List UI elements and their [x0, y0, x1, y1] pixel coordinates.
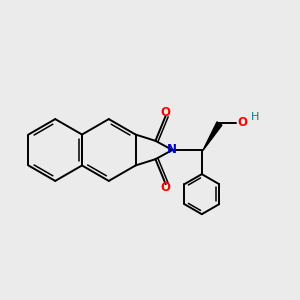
Text: O: O [237, 116, 247, 128]
Polygon shape [203, 122, 222, 151]
Text: N: N [167, 143, 177, 157]
Text: H: H [250, 112, 259, 122]
Text: O: O [161, 181, 171, 194]
Text: O: O [161, 106, 171, 119]
